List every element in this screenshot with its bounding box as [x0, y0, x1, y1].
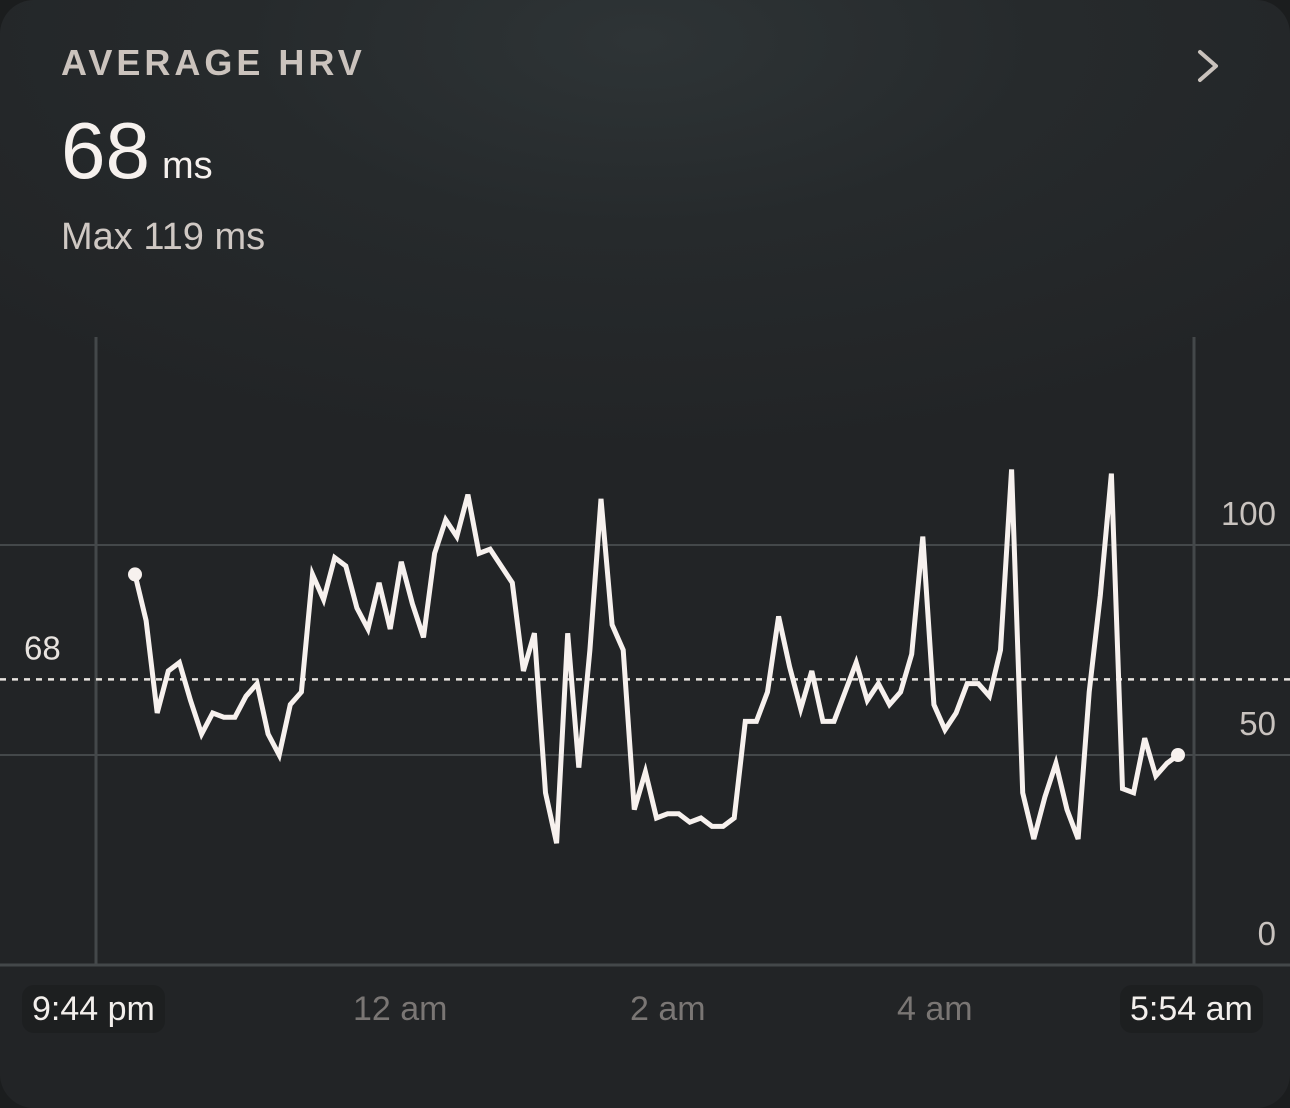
y-tick-label-0: 0 [1258, 915, 1276, 952]
series-start-point [128, 567, 142, 582]
max-value: Max 119 ms [61, 216, 266, 258]
y-tick-label-100: 100 [1221, 495, 1276, 532]
hrv-series-line [132, 469, 1180, 844]
x-tick-4am: 4 am [897, 990, 973, 1028]
chevron-right-icon[interactable] [1188, 44, 1228, 88]
average-number: 68 [61, 106, 150, 195]
average-reference-label: 68 [24, 629, 61, 666]
series-end-point [1171, 748, 1185, 762]
x-tick-12am: 12 am [353, 990, 448, 1028]
x-tick-end: 5:54 am [1120, 985, 1263, 1033]
x-tick-start: 9:44 pm [22, 985, 165, 1033]
card-title: AVERAGE HRV [61, 42, 366, 83]
y-tick-label-50: 50 [1239, 705, 1276, 742]
x-tick-2am: 2 am [630, 990, 706, 1028]
average-unit: ms [161, 145, 213, 187]
average-value: 68 ms [61, 106, 213, 196]
